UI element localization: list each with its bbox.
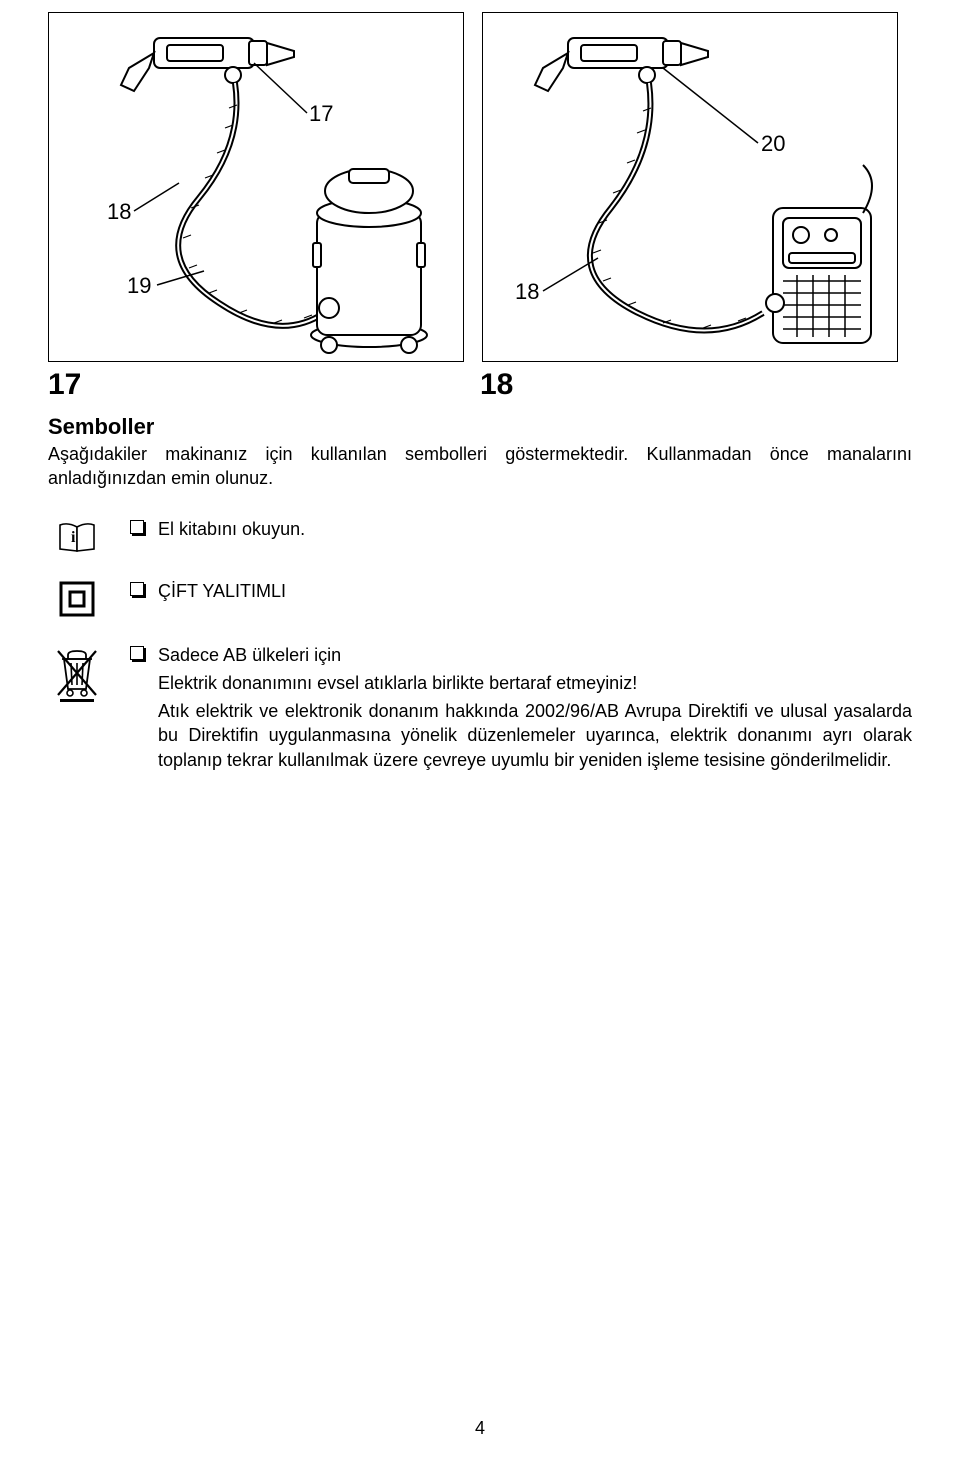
figure-17-diagram [49,13,465,363]
callout-18a: 20 [761,131,785,157]
figure-18-diagram [483,13,899,363]
double-insulation-icon [48,579,106,617]
svg-text:i: i [71,529,76,546]
manual-icon: i [48,517,106,553]
figure-numbers-row: 17 18 [0,362,960,402]
bullet-icon [130,646,144,660]
section-title: Semboller [48,414,912,440]
symbol-list: i El kitabını okuyun. Çİ [48,517,912,772]
symbol-row-weee: Sadece AB ülkeleri için Elektrik donanım… [48,643,912,772]
figure-number-18: 18 [480,368,912,402]
bullet-icon [130,582,144,596]
callout-17b: 18 [107,199,131,225]
figure-number-17: 17 [48,368,480,402]
symbol-manual-text: El kitabını okuyun. [158,517,305,541]
callout-17a: 17 [309,101,333,127]
symbol-insulation-line: ÇİFT YALITIMLI [130,579,912,603]
figure-17-panel: 17 18 19 [48,12,464,362]
callout-18b: 18 [515,279,539,305]
bullet-icon [130,520,144,534]
symbol-weee-extra-1: Elektrik donanımını evsel atıklarla birl… [158,671,912,695]
symbol-row-manual: i El kitabını okuyun. [48,517,912,553]
page-number: 4 [0,1418,960,1439]
symbol-insulation-text: ÇİFT YALITIMLI [158,579,286,603]
symbol-weee-text: Sadece AB ülkeleri için [158,643,341,667]
symbol-manual-line: El kitabını okuyun. [130,517,912,541]
figure-18-panel: 20 18 [482,12,898,362]
section-intro: Aşağıdakiler makinanız için kullanılan s… [48,442,912,491]
callout-17c: 19 [127,273,151,299]
symbol-row-double-insulation: ÇİFT YALITIMLI [48,579,912,617]
figure-row: 17 18 19 [0,0,960,362]
symbol-weee-extra-2: Atık elektrik ve elektronik donanım hakk… [158,699,912,772]
content-area: Semboller Aşağıdakiler makinanız için ku… [0,402,960,772]
symbol-weee-line: Sadece AB ülkeleri için [130,643,912,667]
weee-icon [48,643,106,703]
